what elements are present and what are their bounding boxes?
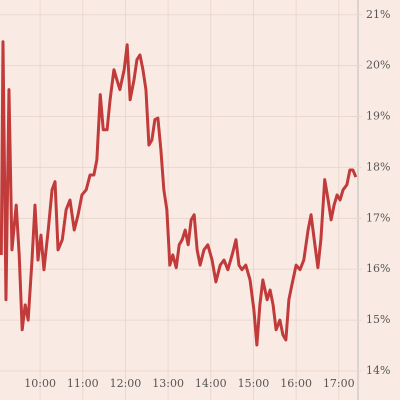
y-tick-label: 18% <box>366 160 390 173</box>
y-tick-label: 14% <box>366 364 390 377</box>
y-tick-label: 19% <box>366 110 390 123</box>
x-tick-label: 12:00 <box>110 377 142 390</box>
y-tick-label: 20% <box>366 59 390 72</box>
x-tick-label: 13:00 <box>152 377 184 390</box>
x-tick-label: 10:00 <box>24 377 56 390</box>
y-tick-label: 17% <box>366 211 390 224</box>
x-tick-label: 11:00 <box>67 377 99 390</box>
y-tick-label: 16% <box>366 262 390 275</box>
y-tick-label: 15% <box>366 313 390 326</box>
line <box>0 40 358 347</box>
x-tick-label: 16:00 <box>280 377 312 390</box>
y-tick-label: 21% <box>366 8 390 21</box>
x-tick-label: 14:00 <box>195 377 227 390</box>
x-tick-label: 17:00 <box>323 377 355 390</box>
x-tick-label: 15:00 <box>238 377 270 390</box>
